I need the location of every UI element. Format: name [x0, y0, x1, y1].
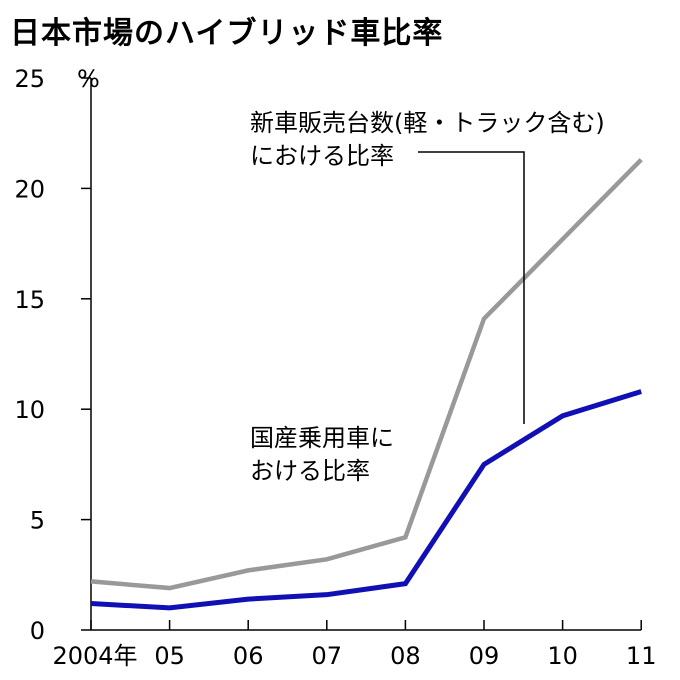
y-unit-label: %	[77, 65, 100, 93]
x-tick-label: 11	[626, 642, 657, 670]
series-label-text: 新車販売台数(軽・トラック含む)	[250, 109, 605, 137]
series-line	[90, 389, 642, 611]
y-tick-label: 25	[14, 65, 45, 93]
series-line	[90, 158, 643, 591]
x-tick-label: 05	[154, 642, 185, 670]
series-lines	[90, 158, 643, 611]
series-label-text: おける比率	[250, 457, 370, 485]
y-tick-label: 5	[30, 507, 45, 535]
x-tick-label: 09	[469, 642, 500, 670]
series-label-text: 国産乗用車に	[250, 424, 394, 452]
series-label-text: における比率	[250, 142, 394, 170]
y-tick-label: 20	[14, 175, 45, 203]
x-tick-label: 06	[233, 642, 264, 670]
x-tick-label: 10	[547, 642, 578, 670]
series-label-leader	[418, 151, 525, 424]
x-tick-label: 07	[312, 642, 343, 670]
y-tick-label: 15	[14, 286, 45, 314]
x-tick-label: 2004年	[52, 642, 137, 670]
x-tick-label: 08	[390, 642, 421, 670]
chart-title: 日本市場のハイブリッド車比率	[10, 16, 444, 51]
y-tick-label: 10	[14, 396, 45, 424]
y-tick-label: 0	[30, 617, 45, 645]
